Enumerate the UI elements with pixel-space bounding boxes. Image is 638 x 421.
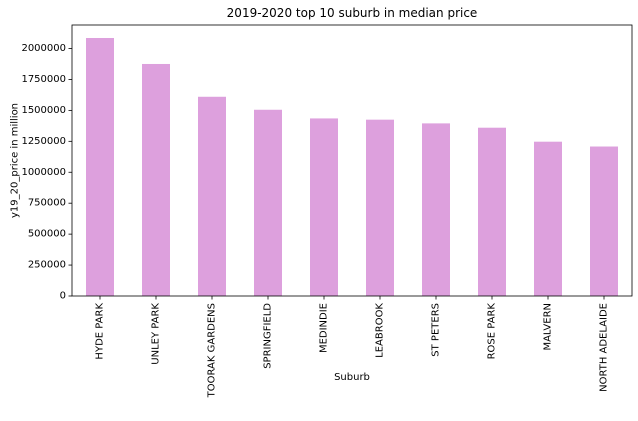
y-tick-label: 500000 [28, 229, 66, 240]
plot-frame [71, 24, 633, 297]
y-tick-label: 1750000 [21, 74, 66, 85]
bar-leabrook [366, 119, 394, 296]
x-tick-label: MEDINDIE [319, 303, 330, 353]
x-tick-label: LEABROOK [375, 303, 386, 358]
y-tick-label: 750000 [28, 198, 66, 209]
bar-malvern [534, 141, 562, 296]
chart-title: 2019-2020 top 10 suburb in median price [227, 6, 478, 20]
bar-unley-park [142, 63, 170, 297]
bar-medindie [310, 118, 338, 296]
bar-springfield [254, 109, 282, 297]
x-tick-label: MALVERN [543, 303, 554, 351]
y-axis: 0 250000 500000 750000 1000000 1250000 1500000… [21, 43, 72, 302]
bars-group [86, 37, 618, 297]
y-axis-label: y19_20_price in million [10, 103, 21, 218]
x-tick-label: TOORAK GARDENS [207, 303, 218, 398]
bar-rose-park [478, 127, 506, 296]
y-tick-label: 1250000 [21, 136, 66, 147]
y-tick-label: 250000 [28, 260, 66, 271]
x-tick-label: SPRINGFIELD [263, 303, 274, 369]
bar-hyde-park [86, 37, 114, 296]
bar-toorak-gardens [198, 96, 226, 296]
x-tick-label: ST PETERS [431, 303, 442, 357]
x-axis-label: Suburb [334, 372, 370, 383]
x-tick-label: NORTH ADELAIDE [599, 303, 610, 392]
x-tick-label: ROSE PARK [487, 303, 498, 360]
y-tick-label: 1500000 [21, 105, 66, 116]
y-tick-label: 1000000 [21, 167, 66, 178]
x-axis: HYDE PARK UNLEY PARK TOORAK GARDENS SPRINGF… [95, 296, 610, 398]
y-tick-label: 0 [60, 291, 66, 302]
x-tick-label: HYDE PARK [95, 303, 106, 360]
bar-st-peters [422, 123, 450, 296]
y-tick-label: 2000000 [21, 43, 66, 54]
x-tick-label: UNLEY PARK [151, 303, 162, 365]
bar-north-adelaide [590, 146, 618, 296]
